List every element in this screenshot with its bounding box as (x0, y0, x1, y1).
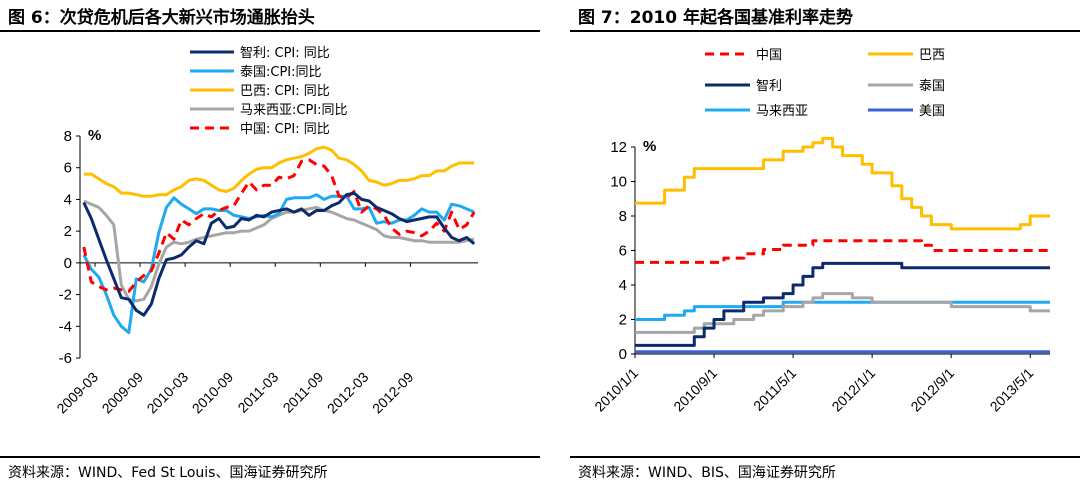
fig7-legend-label-美国: 美国 (919, 104, 945, 119)
fig7-y-tick-label: 2 (619, 312, 627, 329)
fig6-x-tick-label: 2010-09 (189, 369, 237, 417)
fig7-x-tick-label: 2011/5/1 (750, 365, 799, 414)
fig7-y-tick-label: 0 (619, 346, 627, 363)
fig7-legend-label-中国: 中国 (756, 48, 782, 63)
fig7-y-tick-label: 10 (610, 174, 627, 191)
fig7-legend-label-泰国: 泰国 (919, 79, 945, 94)
fig6-y-tick-label: 4 (64, 191, 72, 208)
figure-7-title: 图 7：2010 年起各国基准利率走势 (578, 8, 853, 28)
figure-7-chart: 12 10 8 6 4 2 0% 2010/1/1 2010/9/1 2011/5/1 2012/1… (591, 48, 1050, 415)
fig6-series-line-中国-CPI-同比 (82, 158, 476, 293)
fig7-series-line-马来西亚 (635, 300, 1050, 321)
fig7-y-tick-label: 8 (619, 208, 627, 225)
fig7-legend-label-马来西亚: 马来西亚 (756, 104, 808, 119)
figure-7-bottom-rule (570, 456, 1080, 458)
fig6-y-tick-label: 2 (64, 223, 72, 240)
fig7-legend-label-智利: 智利 (756, 79, 782, 94)
figure-6-panel: 图 6：次贷危机后各大新兴市场通胀抬头 8 6 4 2 0 -2 -4 -6% 2009-03 2… (0, 8, 540, 481)
figure-6-title: 图 6：次贷危机后各大新兴市场通胀抬头 (8, 8, 315, 28)
fig6-series-line-泰国-CPI-同比 (82, 193, 475, 335)
fig7-x-tick-label: 2010/9/1 (670, 365, 720, 415)
fig7-x-tick-label: 2012/1/1 (828, 365, 878, 415)
fig7-unit-label: % (643, 138, 656, 155)
fig6-series-line-智利-CPI-同比 (82, 191, 476, 317)
figure-6-top-rule (0, 30, 540, 32)
fig6-legend-label-马来西亚-CPI-同比: 马来西亚:CPI:同比 (240, 103, 348, 118)
fig6-unit-label: % (88, 127, 101, 144)
fig6-x-tick-label: 2009-03 (53, 369, 101, 417)
fig7-y-tick-label: 6 (619, 243, 627, 260)
fig6-y-tick-label: -2 (59, 287, 72, 304)
fig6-y-tick-label: 0 (64, 255, 72, 272)
fig7-x-tick-label: 2013/5/1 (987, 365, 1037, 415)
figure-7-panel: 图 7：2010 年起各国基准利率走势 12 10 8 6 4 2 0% 2010/1/1 20… (570, 0, 1080, 484)
fig7-legend-label-巴西: 巴西 (919, 48, 945, 63)
fig7-series-line-泰国 (635, 292, 1050, 334)
fig7-y-tick-label: 4 (619, 277, 627, 294)
figure-7-source: 资料来源：WIND、BIS、国海证券研究所 (578, 465, 836, 481)
figure-6-chart: 8 6 4 2 0 -2 -4 -6% 2009-032009-092010-032010-09… (53, 46, 478, 417)
fig6-x-tick-label: 2011-03 (234, 369, 281, 416)
fig6-x-tick-label: 2012-03 (324, 369, 372, 417)
fig6-legend-label-泰国-CPI-同比: 泰国:CPI:同比 (240, 65, 322, 80)
fig6-x-tick-label: 2009-09 (99, 369, 147, 417)
fig7-series-line-巴西 (635, 136, 1050, 231)
figure-6-source: 资料来源：WIND、Fed St Louis、国海证券研究所 (8, 465, 328, 481)
fig7-series-line-智利 (635, 261, 1050, 347)
fig6-y-tick-label: 6 (64, 160, 72, 177)
fig6-x-tick-label: 2011-09 (280, 369, 327, 416)
fig6-y-tick-label: -4 (59, 318, 72, 335)
fig6-series-line-巴西-CPI-同比 (83, 145, 475, 198)
fig7-x-tick-label: 2010/1/1 (591, 365, 641, 415)
figure-7-top-rule (570, 30, 1080, 32)
fig6-legend-label-中国-CPI-同比: 中国: CPI: 同比 (240, 122, 330, 137)
fig7-y-tick-label: 12 (610, 139, 627, 156)
fig6-y-tick-label: -6 (59, 350, 72, 367)
fig6-x-tick-label: 2010-03 (144, 369, 192, 417)
fig7-x-tick-label: 2012/9/1 (907, 365, 957, 415)
fig6-legend-label-巴西-CPI-同比: 巴西: CPI: 同比 (240, 84, 330, 99)
fig6-y-tick-label: 8 (64, 128, 72, 145)
figure-6-bottom-rule (0, 456, 540, 458)
fig7-series-line-中国 (635, 239, 1050, 264)
fig6-legend-label-智利-CPI-同比: 智利: CPI: 同比 (240, 46, 330, 61)
fig6-x-tick-label: 2012-09 (369, 369, 417, 417)
